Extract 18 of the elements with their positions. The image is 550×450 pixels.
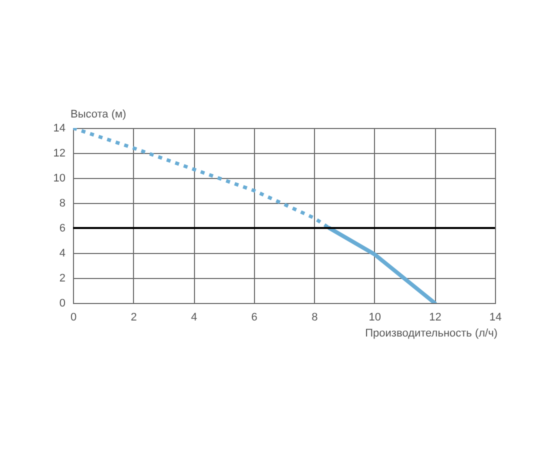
y-tick-label: 2 [59, 272, 66, 284]
x-tick-label: 2 [130, 312, 137, 324]
x-tick-label: 10 [368, 312, 382, 324]
y-tick-label: 6 [59, 222, 66, 234]
x-tick-label: 6 [251, 312, 258, 324]
x-tick-label: 14 [489, 312, 502, 324]
x-axis-title: Производительность (л/ч) [365, 328, 498, 340]
x-tick-label: 4 [191, 312, 198, 324]
x-tick-label: 8 [312, 312, 318, 324]
x-tick-label: 12 [429, 312, 442, 324]
y-axis-title: Высота (м) [70, 108, 126, 120]
y-tick-label: 0 [59, 298, 66, 310]
x-tick-label: 0 [70, 312, 77, 324]
y-tick-label: 4 [59, 248, 66, 260]
y-tick-label: 10 [53, 172, 66, 184]
y-tick-label: 12 [53, 148, 66, 160]
y-tick-label: 14 [53, 122, 66, 134]
y-tick-label: 8 [59, 198, 66, 210]
